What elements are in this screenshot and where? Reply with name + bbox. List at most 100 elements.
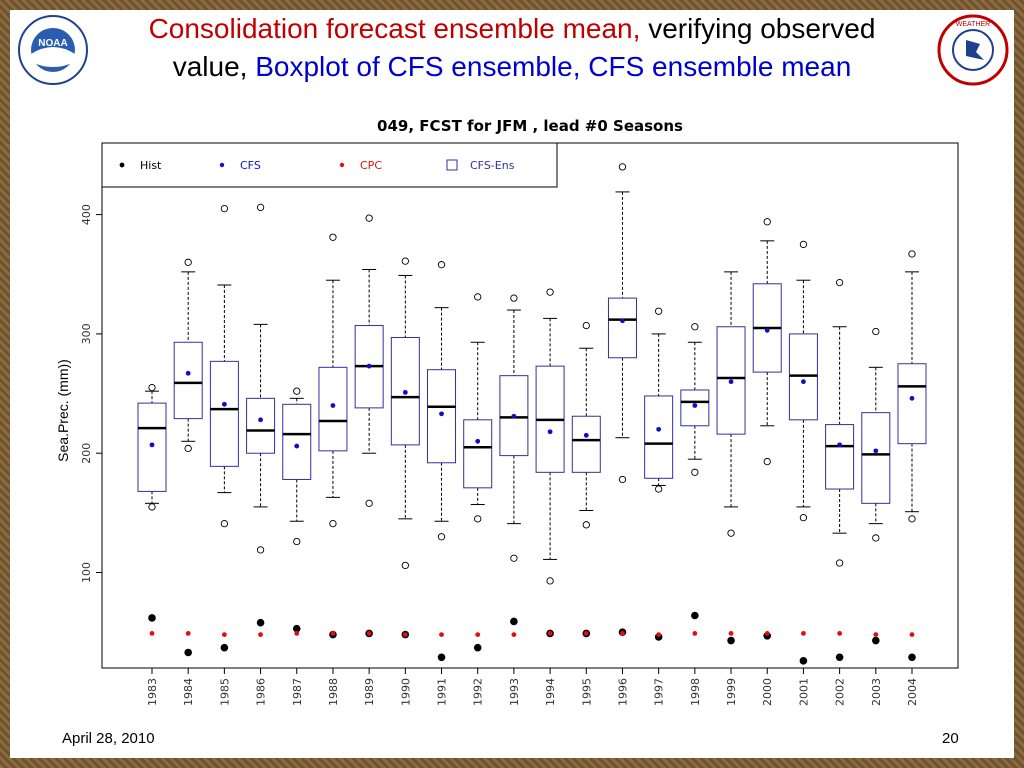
- point-cpc: [728, 630, 734, 636]
- outlier-point: [799, 240, 808, 249]
- point-hist: [872, 636, 880, 645]
- point-cfs: [475, 438, 481, 444]
- point-cpc: [475, 632, 481, 637]
- point-cpc: [583, 630, 589, 636]
- point-hist: [220, 643, 229, 652]
- x-tick-label: 1987: [291, 678, 304, 706]
- outlier-point: [148, 503, 156, 511]
- point-cfs: [873, 448, 879, 454]
- point-hist: [691, 611, 699, 620]
- x-tick-label: 2003: [870, 678, 883, 706]
- outlier-point: [582, 321, 590, 330]
- point-cfs: [909, 395, 915, 401]
- point-cpc: [185, 630, 191, 636]
- point-cfs: [837, 442, 843, 448]
- y-axis-label: Sea.Prec. (mm)): [55, 359, 71, 462]
- point-cpc: [149, 630, 155, 636]
- x-tick-label: 1993: [508, 678, 521, 706]
- point-cfs: [439, 411, 444, 417]
- point-cfs: [366, 363, 372, 369]
- footer-date: April 28, 2010: [62, 730, 155, 747]
- point-cfs: [764, 327, 770, 333]
- outlier-point: [582, 521, 590, 529]
- outlier-point: [184, 444, 192, 453]
- point-hist: [835, 653, 844, 662]
- x-tick-label: 2001: [797, 678, 810, 706]
- legend-box: [101, 142, 558, 188]
- point-cfs: [258, 417, 263, 423]
- box-cfs-ens-1987: [282, 403, 312, 480]
- point-cfs: [511, 413, 517, 419]
- legend-marker-hist: [119, 162, 125, 168]
- outlier-point: [618, 163, 627, 171]
- point-cpc: [547, 630, 553, 636]
- x-tick-label: 1997: [653, 678, 666, 706]
- legend-label-cfs-ens: CFS-Ens: [470, 159, 515, 172]
- outlier-point: [256, 203, 265, 212]
- box-cfs-ens-1986: [246, 397, 276, 454]
- box-cfs-ens-1985: [209, 360, 239, 467]
- outlier-point: [727, 529, 735, 537]
- point-cfs: [185, 370, 191, 376]
- y-tick-label: 100: [80, 562, 93, 583]
- boxplot-chart: 049, FCST for JFM , lead #0 Seasons Sea.P…: [55, 117, 959, 706]
- point-hist: [148, 614, 156, 622]
- outlier-point: [763, 457, 771, 466]
- point-cpc: [330, 630, 336, 636]
- outlier-point: [365, 499, 373, 507]
- outlier-point: [293, 537, 301, 546]
- outlier-point: [835, 559, 844, 567]
- point-cfs: [294, 443, 300, 449]
- point-cpc: [764, 630, 770, 636]
- point-hist: [184, 648, 192, 657]
- x-tick-label: 1991: [436, 678, 449, 706]
- point-cpc: [837, 630, 843, 636]
- x-tick-label: 1999: [725, 678, 738, 706]
- outlier-point: [908, 250, 916, 258]
- point-hist: [473, 643, 482, 652]
- y-tick-label: 400: [80, 204, 93, 225]
- x-tick-label: 1990: [399, 678, 412, 706]
- nws-logo: WEATHER: [937, 14, 1009, 86]
- chart-title: 049, FCST for JFM , lead #0 Seasons: [377, 117, 683, 135]
- point-cfs: [620, 318, 625, 324]
- box-cfs-ens-1995: [571, 415, 601, 473]
- outlier-point: [799, 514, 808, 522]
- x-tick-label: 1995: [580, 678, 593, 706]
- point-hist: [799, 657, 808, 665]
- outlier-point: [763, 218, 771, 226]
- slide-title: Consolidation forecast ensemble mean, ve…: [0, 10, 1024, 86]
- point-cpc: [439, 632, 444, 637]
- outlier-point: [256, 546, 265, 554]
- point-cfs: [692, 403, 698, 408]
- outlier-point: [437, 261, 446, 269]
- y-tick-label: 200: [80, 443, 93, 464]
- title-part-1: Consolidation forecast ensemble mean,: [148, 13, 641, 44]
- point-cfs: [547, 429, 553, 435]
- point-cpc: [909, 632, 915, 637]
- x-tick-label: 1988: [327, 678, 340, 706]
- svg-text:NOAA: NOAA: [38, 38, 67, 49]
- point-cpc: [402, 632, 408, 637]
- outlier-point: [872, 534, 880, 542]
- outlier-point: [474, 515, 482, 523]
- x-tick-label: 1992: [472, 678, 485, 706]
- title-part-2: verifying observed: [648, 13, 876, 44]
- point-hist: [256, 618, 265, 627]
- point-cfs: [402, 389, 408, 395]
- point-hist: [908, 653, 916, 662]
- outlier-point: [510, 294, 518, 302]
- outlier-point: [437, 533, 446, 541]
- point-cfs: [801, 379, 806, 385]
- outlier-point: [835, 278, 844, 287]
- box-cfs-ens-1996: [607, 297, 637, 359]
- box-cfs-ens-2002: [825, 424, 855, 490]
- point-hist: [292, 624, 301, 633]
- legend-label-cfs: CFS: [240, 159, 261, 172]
- point-cpc: [258, 632, 263, 637]
- point-cfs: [149, 442, 155, 448]
- point-cpc: [656, 632, 662, 637]
- x-tick-label: 1996: [616, 678, 629, 706]
- legend-marker-cpc: [339, 162, 345, 168]
- outlier-point: [401, 257, 409, 265]
